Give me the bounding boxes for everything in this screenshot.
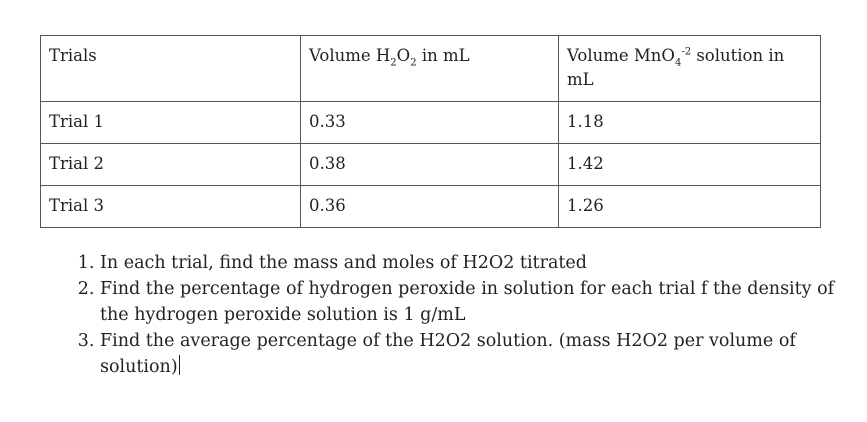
header-text: Volume MnO	[567, 46, 675, 65]
header-cell: Volume MnO4-2 solution in mL	[558, 35, 821, 102]
table-row: Trial 2 0.38 1.42	[40, 143, 821, 186]
table-cell: 1.26	[558, 185, 821, 228]
table-cell: Trial 3	[40, 185, 301, 228]
header-text: Trials	[49, 46, 97, 65]
question: In each trial, find the mass and moles o…	[100, 250, 840, 276]
table-row: Trial 3 0.36 1.26	[40, 185, 821, 228]
header-text: -2	[681, 46, 692, 58]
header-text: 2	[390, 57, 397, 69]
table-cell: 0.36	[300, 185, 559, 228]
question: Find the average percentage of the H2O2 …	[100, 328, 840, 380]
table-cell: 0.38	[300, 143, 559, 186]
question-list: In each trial, find the mass and moles o…	[60, 250, 840, 380]
header-text: 2	[410, 57, 417, 69]
header-text: solution in mL	[567, 46, 785, 89]
data-table: Trials Volume H2O2 in mL Volume MnO4-2 sol…	[40, 35, 821, 228]
header-row: Trials Volume H2O2 in mL Volume MnO4-2 sol…	[40, 35, 821, 102]
table-cell: Trial 1	[40, 101, 301, 144]
question: Find the percentage of hydrogen peroxide…	[100, 276, 840, 328]
table-cell: 1.42	[558, 143, 821, 186]
table-cell: Trial 2	[40, 143, 301, 186]
text-cursor	[178, 355, 180, 375]
header-text: O	[396, 46, 411, 65]
header-text: Volume H	[309, 46, 391, 65]
header-cell: Volume H2O2 in mL	[300, 35, 559, 102]
table-row: Trial 1 0.33 1.18	[40, 101, 821, 144]
header-text: in mL	[416, 46, 470, 65]
table-cell: 0.33	[300, 101, 559, 144]
header-text: 4	[674, 57, 682, 69]
header-cell: Trials	[40, 35, 301, 102]
table-cell: 1.18	[558, 101, 821, 144]
